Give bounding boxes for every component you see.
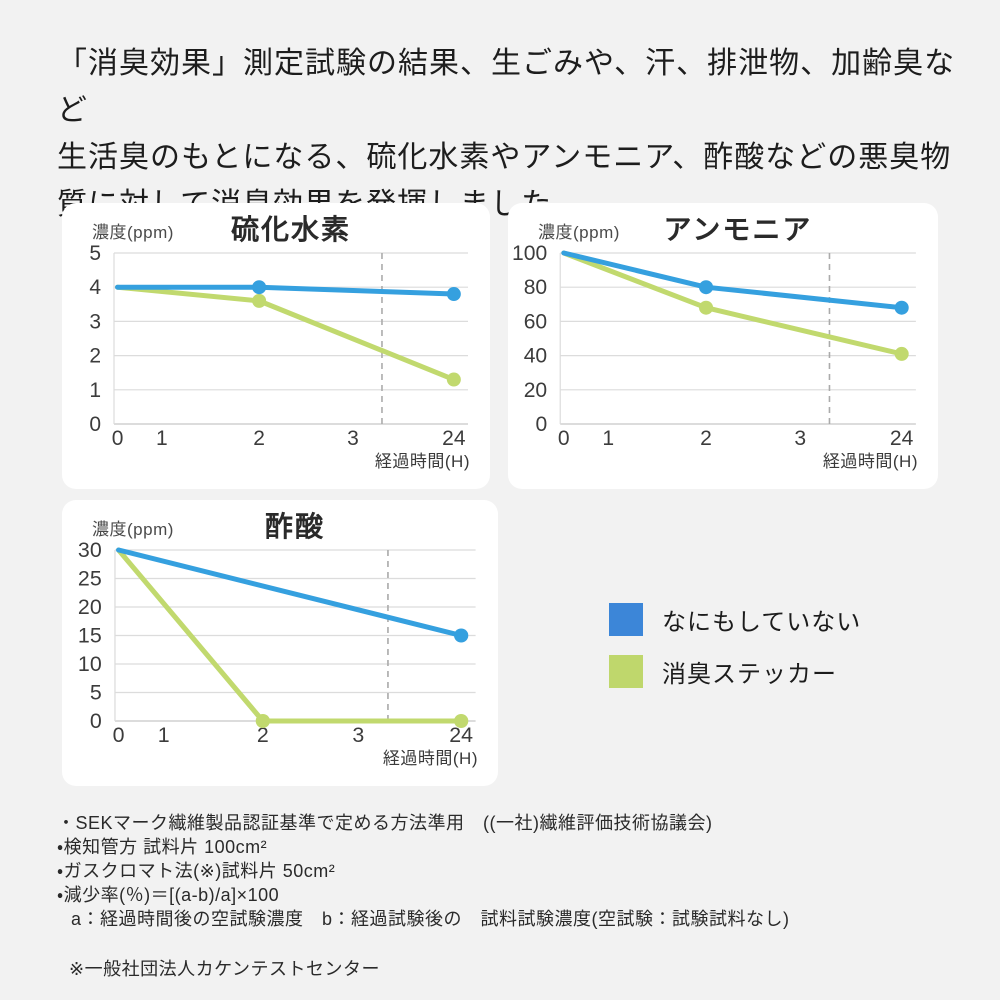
svg-text:25: 25 [78, 568, 102, 591]
chart-panel-acetic-acid: 0 5 10 15 20 25 30 0 1 2 3 24 濃度(ppm) 酢酸 経過時間(H) [62, 500, 498, 786]
svg-text:5: 5 [90, 682, 102, 705]
svg-text:24: 24 [890, 427, 914, 450]
footnote-line: ・SEKマーク繊維製品認証基準で定める方法準用 ((一社)繊維評価技術協議会) [57, 813, 713, 833]
hydrogen-sulfide-chart: 0 1 2 3 4 5 0 1 2 3 24 [89, 242, 468, 450]
legend-item-untreated: なにもしていない [609, 602, 861, 637]
svg-text:30: 30 [78, 539, 102, 562]
svg-text:20: 20 [78, 596, 102, 619]
svg-text:2: 2 [89, 345, 101, 368]
svg-text:2: 2 [257, 724, 269, 747]
svg-text:0: 0 [558, 427, 570, 450]
green-swatch-icon [609, 655, 643, 688]
chart-panel-ammonia: 0 20 40 60 80 100 0 1 2 3 24 濃度(ppm) アンモニア 経過時間(H) [508, 203, 938, 489]
svg-text:3: 3 [89, 310, 101, 333]
footnotes: ・SEKマーク繊維製品認証基準で定める方法準用 ((一社)繊維評価技術協議会) … [57, 811, 967, 981]
svg-text:1: 1 [158, 724, 170, 747]
ammonia-chart: 0 20 40 60 80 100 0 1 2 3 24 [512, 242, 916, 450]
chart-panel-hydrogen-sulfide: 0 1 2 3 4 5 0 1 2 3 24 濃度(ppm) 硫化水素 経過時間(H) [62, 203, 490, 489]
svg-text:15: 15 [78, 625, 102, 648]
header-text: 「消臭効果」測定試験の結果、生ごみや、汗、排泄物、加齢臭など 生活臭のもとになる… [57, 40, 957, 228]
header-line-2: 生活臭のもとになる、硫化水素やアンモニア、酢酸などの悪臭物 [57, 141, 952, 174]
footnote-line: ・ガスクロマト法(※)試料片 50cm² [57, 861, 336, 881]
svg-text:0: 0 [89, 413, 101, 436]
svg-text:4: 4 [89, 276, 101, 299]
svg-text:60: 60 [524, 310, 547, 333]
svg-text:2: 2 [700, 427, 712, 450]
svg-text:100: 100 [512, 242, 547, 265]
svg-text:3: 3 [794, 427, 806, 450]
svg-text:0: 0 [113, 724, 125, 747]
svg-text:0: 0 [90, 710, 102, 733]
y-axis-label: 濃度(ppm) [92, 520, 174, 539]
svg-text:20: 20 [524, 379, 547, 402]
svg-text:3: 3 [352, 724, 364, 747]
svg-text:24: 24 [442, 427, 466, 450]
x-axis-label: 経過時間(H) [382, 749, 478, 768]
legend-label: なにもしていない [662, 609, 862, 636]
footnote-line: ・減少率(％)＝[(a-b)/a]×100 [57, 885, 280, 905]
chart-title: 酢酸 [264, 511, 325, 542]
legend-item-deodorant-sticker: 消臭ステッカー [609, 654, 861, 689]
chart-title: アンモニア [663, 214, 813, 245]
svg-text:24: 24 [449, 724, 473, 747]
blue-swatch-icon [609, 603, 643, 636]
footnote-line: ・検知管方 試料片 100cm² [57, 837, 268, 857]
footnote-line: a：経過時間後の空試験濃度 b：経過試験後の 試料試験濃度(空試験：試験試料なし… [71, 909, 790, 929]
y-axis-label: 濃度(ppm) [538, 223, 620, 242]
x-axis-label: 経過時間(H) [822, 452, 918, 471]
svg-text:5: 5 [89, 242, 101, 265]
svg-text:1: 1 [156, 427, 168, 450]
svg-text:0: 0 [535, 413, 547, 436]
x-axis-label: 経過時間(H) [374, 452, 470, 471]
svg-text:80: 80 [524, 276, 547, 299]
svg-text:2: 2 [253, 427, 265, 450]
svg-text:0: 0 [112, 427, 124, 450]
y-axis-label: 濃度(ppm) [92, 223, 174, 242]
svg-text:1: 1 [89, 379, 101, 402]
header-line-1: 「消臭効果」測定試験の結果、生ごみや、汗、排泄物、加齢臭など [57, 47, 956, 127]
svg-text:3: 3 [347, 427, 359, 450]
svg-text:40: 40 [524, 345, 547, 368]
legend: なにもしていない 消臭ステッカー [609, 602, 861, 706]
svg-text:1: 1 [602, 427, 614, 450]
legend-label: 消臭ステッカー [662, 661, 837, 688]
footnote-note: ※一般社団法人カケンテストセンター [69, 959, 381, 979]
svg-text:10: 10 [78, 653, 102, 676]
chart-title: 硫化水素 [230, 214, 351, 245]
